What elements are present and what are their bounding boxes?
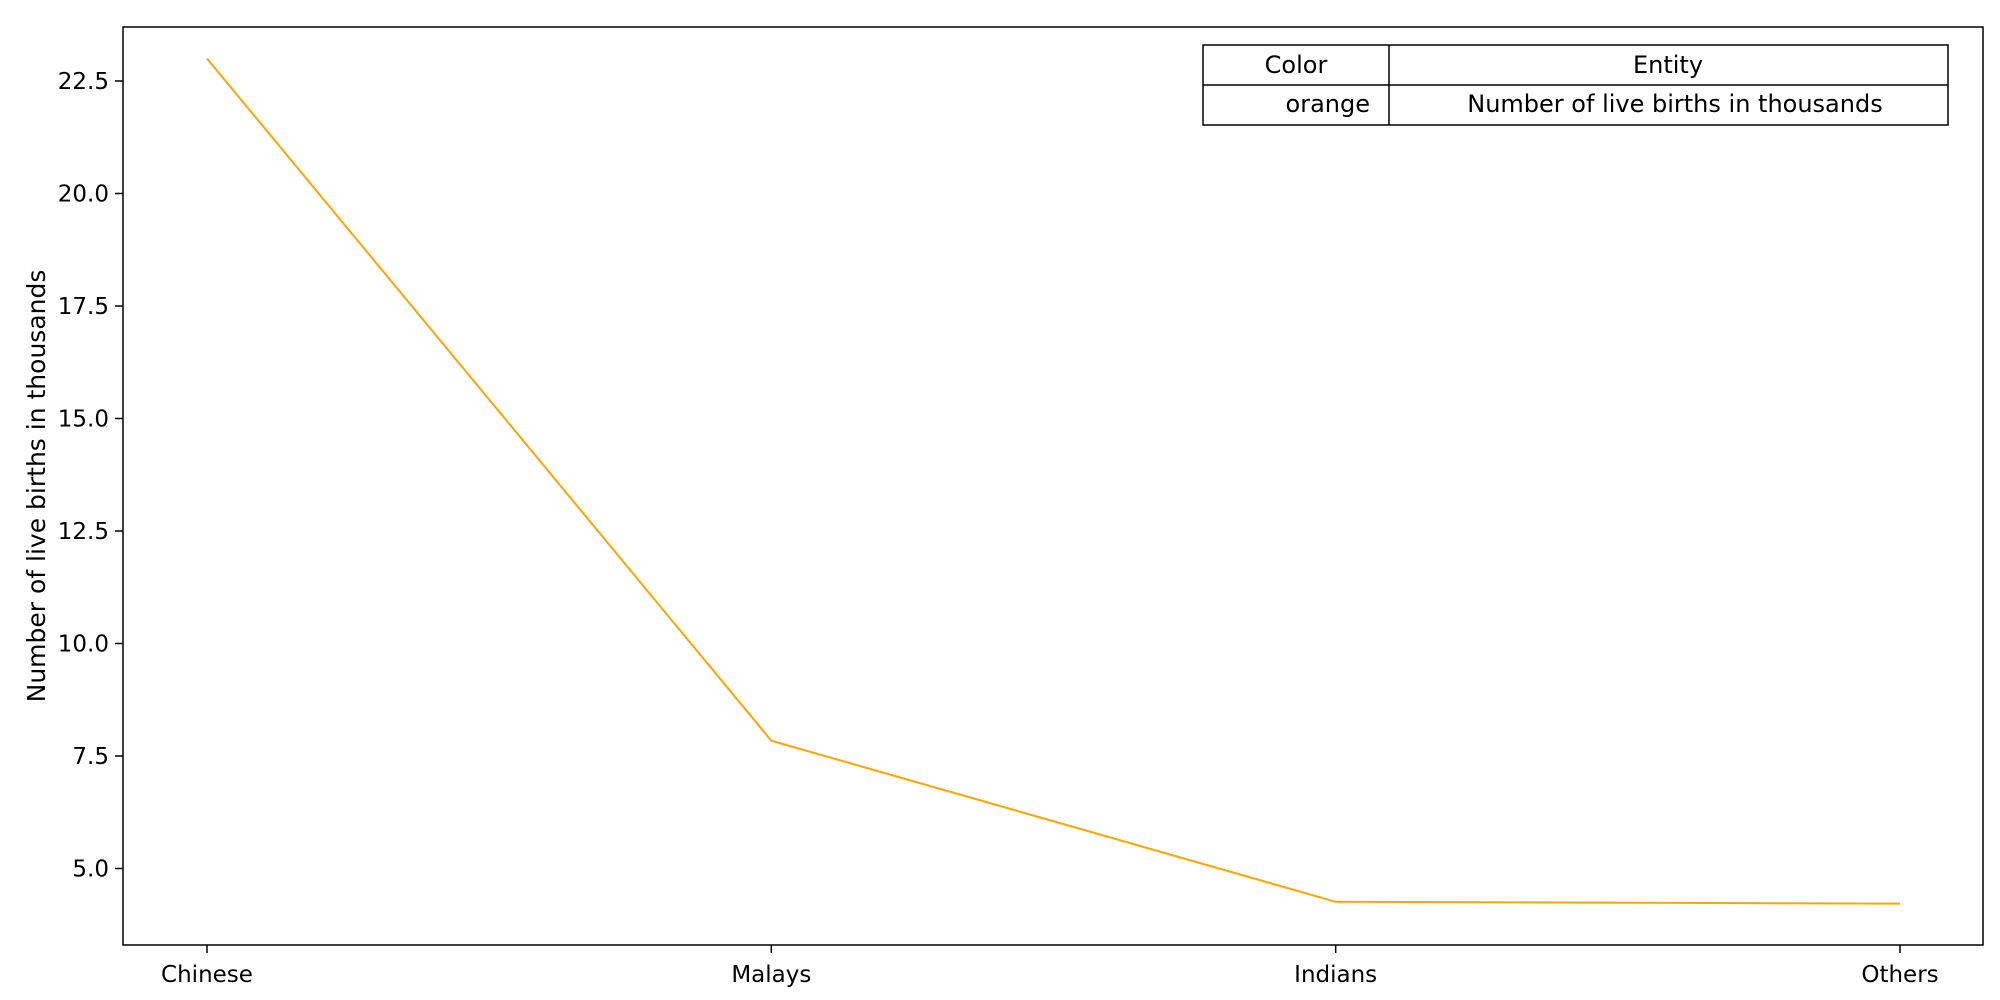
x-tick-label: Chinese	[161, 962, 253, 988]
series-layer	[206, 57, 1901, 905]
y-tick-label: 5.0	[72, 857, 109, 883]
x-axis: Chinese Malays Indians Others	[161, 945, 1939, 988]
legend-table: Color Entity orange Number of live birth…	[1202, 44, 1949, 126]
x-tick-label: Others	[1861, 962, 1938, 988]
y-axis-label: Number of live births in thousands	[22, 270, 51, 703]
y-tick-label: 12.5	[58, 519, 109, 545]
legend-header-color: Color	[1265, 51, 1328, 79]
y-tick-label: 10.0	[58, 632, 109, 658]
x-tick-label: Malays	[731, 962, 811, 988]
plot-area	[122, 26, 1984, 946]
y-tick-label: 20.0	[58, 182, 109, 208]
y-tick-label: 15.0	[58, 407, 109, 433]
y-tick-label: 17.5	[58, 294, 109, 320]
y-tick-label: 7.5	[72, 744, 109, 770]
x-tick-label: Indians	[1294, 962, 1377, 988]
y-tick-label: 22.5	[58, 69, 109, 95]
legend-row-color: orange	[1286, 90, 1370, 118]
y-axis: 5.0 7.5 10.0 12.5 15.0 17.5 20.0 22.5	[58, 69, 123, 883]
series-line	[206, 57, 1901, 905]
legend-row-entity: Number of live births in thousands	[1467, 90, 1882, 118]
legend-header-entity: Entity	[1633, 51, 1703, 79]
